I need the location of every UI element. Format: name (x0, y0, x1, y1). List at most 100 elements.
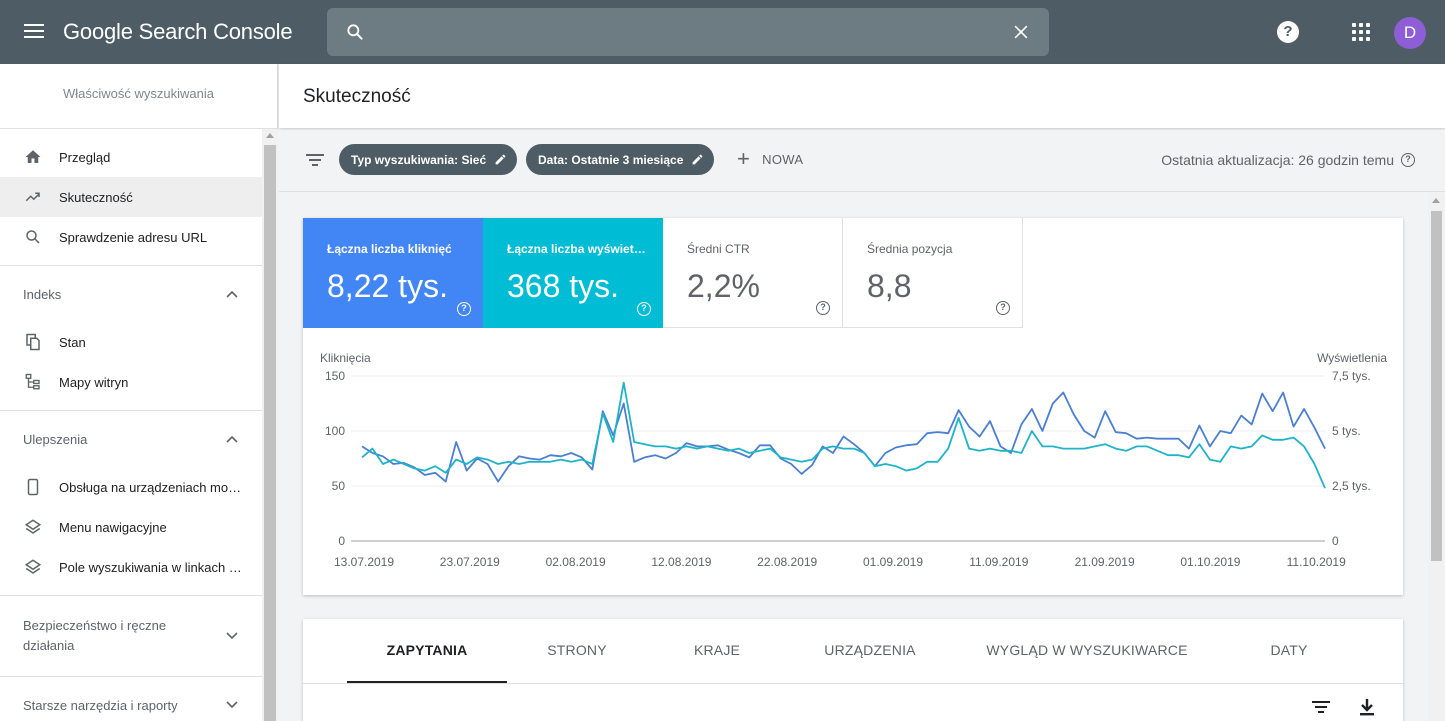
table-tools (1287, 695, 1379, 719)
help-icon[interactable]: ? (1401, 153, 1415, 167)
sidebar-item-coverage[interactable]: Stan (0, 322, 262, 362)
filter-chip-date[interactable]: Data: Ostatnie 3 miesiące (526, 144, 715, 175)
sidebar-item-mobile-usability[interactable]: Obsługa na urządzeniach mobilnych (0, 467, 262, 507)
scrollbar-thumb[interactable] (264, 145, 276, 721)
sidebar-item-sitemaps[interactable]: Mapy witryn (0, 362, 262, 402)
sidebar-item-url-inspection[interactable]: Sprawdzenie adresu URL (0, 217, 262, 257)
sidebar-item-label: Sprawdzenie adresu URL (59, 229, 208, 245)
section-header-index[interactable]: Indeks (0, 266, 262, 322)
help-icon[interactable]: ? (457, 302, 471, 316)
y-tick-label-right: 5 tys. (1332, 424, 1361, 438)
plus-icon: + (737, 146, 751, 171)
chip-label: Typ wyszukiwania: Sieć (351, 152, 487, 167)
scroll-up-arrow-icon[interactable] (1432, 198, 1440, 203)
metric-total-impressions[interactable]: Łączna liczba wyświetleń 368 tys. ? (483, 218, 663, 328)
sidebar-item-overview[interactable]: Przegląd (0, 137, 262, 177)
x-tick-label: 01.09.2019 (863, 555, 923, 569)
filter-rows-button[interactable] (1309, 695, 1333, 719)
y-tick-label-right: 2,5 tys. (1332, 479, 1371, 493)
tab-pages[interactable]: STRONY (547, 642, 607, 658)
sitemap-icon (24, 373, 42, 391)
metric-label: Łączna liczba wyświetleń (507, 242, 647, 256)
x-tick-label: 22.08.2019 (757, 555, 817, 569)
section-header-enhancements[interactable]: Ulepszenia (0, 411, 262, 467)
x-tick-label: 21.09.2019 (1075, 555, 1135, 569)
add-filter-button[interactable]: + NOWA (737, 146, 803, 171)
last-update-text: Ostatnia aktualizacja: 26 godzin temu (1161, 152, 1394, 168)
metric-label: Łączna liczba kliknięć (327, 242, 452, 256)
divider (303, 683, 1403, 684)
sidebar-item-label: Mapy witryn (59, 374, 129, 390)
divider (0, 676, 262, 677)
property-selector[interactable]: Właściwość wyszukiwania (0, 64, 277, 129)
series-line-clicks (361, 391, 1326, 483)
metric-value: 8,22 tys. (327, 268, 448, 304)
page-title: Skuteczność (303, 86, 411, 107)
sidebar-item-label: Przegląd (59, 149, 111, 165)
sidebar-item-label: Pole wyszukiwania w linkach do podstron (59, 559, 244, 575)
x-tick-label: 12.08.2019 (651, 555, 711, 569)
close-icon[interactable] (1011, 22, 1031, 42)
help-icon[interactable]: ? (637, 302, 651, 316)
top-app-bar: Google Search Console ? D (0, 0, 1445, 64)
series-line-impressions (361, 381, 1326, 489)
sidebar-scrollbar[interactable] (262, 129, 278, 721)
avatar[interactable]: D (1394, 17, 1426, 49)
sidebar-nav: Przegląd Skuteczność Sprawdzenie adresu … (0, 129, 262, 721)
metric-average-ctr[interactable]: Średni CTR 2,2% ? (663, 218, 843, 328)
tab-dates[interactable]: DATY (1270, 642, 1308, 658)
phone-icon (24, 478, 42, 496)
metric-average-position[interactable]: Średnia pozycja 8,8 ? (843, 218, 1023, 328)
main-scrollbar[interactable] (1428, 193, 1445, 721)
metric-total-clicks[interactable]: Łączna liczba kliknięć 8,22 tys. ? (303, 218, 483, 328)
apps-grid-icon[interactable] (1352, 23, 1370, 41)
sidebar-item-breadcrumbs[interactable]: Menu nawigacyjne (0, 507, 262, 547)
copy-icon (24, 333, 42, 351)
y-tick-label-right: 0 (1332, 534, 1339, 548)
tab-search-appearance[interactable]: WYGLĄD W WYSZUKIWARCE (986, 642, 1188, 658)
y-tick-label-left: 100 (325, 424, 345, 438)
scrollbar-thumb[interactable] (1431, 211, 1442, 561)
tab-devices[interactable]: URZĄDZENIA (824, 642, 916, 658)
hamburger-menu-icon[interactable] (22, 20, 48, 44)
tab-queries[interactable]: ZAPYTANIA (347, 619, 507, 683)
page-header: Skuteczność (279, 64, 1445, 128)
download-button[interactable] (1355, 695, 1379, 719)
help-icon[interactable]: ? (1277, 21, 1299, 43)
y-tick-label-left: 150 (325, 369, 345, 383)
search-bar[interactable] (327, 8, 1049, 56)
home-icon (24, 148, 42, 166)
sidebar-item-label: Menu nawigacyjne (59, 519, 167, 535)
chevron-up-icon (226, 290, 238, 298)
metric-label: Średnia pozycja (867, 242, 953, 256)
y-tick-label-right: 7,5 tys. (1332, 369, 1371, 383)
performance-chart-card: Łączna liczba kliknięć 8,22 tys. ? Łączn… (303, 218, 1403, 595)
help-icon[interactable]: ? (996, 301, 1010, 315)
sidebar-item-performance[interactable]: Skuteczność (0, 177, 262, 217)
section-header-security[interactable]: Bezpieczeństwo i ręczne działania (0, 596, 262, 676)
x-tick-label: 13.07.2019 (334, 555, 394, 569)
product-title: Google Search Console (63, 19, 293, 44)
sidebar-item-sitelinks-searchbox[interactable]: Pole wyszukiwania w linkach do podstron (0, 547, 262, 587)
chevron-up-icon (226, 435, 238, 443)
section-header-legacy-tools[interactable]: Starsze narzędzia i raporty (0, 677, 262, 721)
section-title: Ulepszenia (23, 431, 88, 447)
layers-icon (24, 518, 42, 536)
help-icon[interactable]: ? (816, 301, 830, 315)
search-icon (347, 24, 363, 40)
x-tick-label: 02.08.2019 (546, 555, 606, 569)
filter-chip-search-type[interactable]: Typ wyszukiwania: Sieć (339, 144, 518, 175)
dimensions-card: ZAPYTANIA STRONY KRAJE URZĄDZENIA WYGLĄD… (303, 619, 1403, 721)
tab-countries[interactable]: KRAJE (693, 642, 741, 658)
filter-list-icon[interactable] (306, 153, 324, 167)
search-input[interactable] (383, 20, 983, 44)
filter-list-icon (1312, 701, 1330, 713)
search-icon (24, 228, 42, 246)
trending-up-icon (24, 188, 42, 206)
divider (0, 410, 262, 411)
y-axis-label-right: Wyświetlenia (1317, 351, 1387, 365)
scroll-up-arrow-icon[interactable] (266, 133, 274, 138)
metric-label: Średni CTR (687, 242, 750, 256)
y-axis-label-left: Kliknięcia (320, 351, 371, 365)
section-title: Bezpieczeństwo i ręczne działania (23, 618, 167, 653)
